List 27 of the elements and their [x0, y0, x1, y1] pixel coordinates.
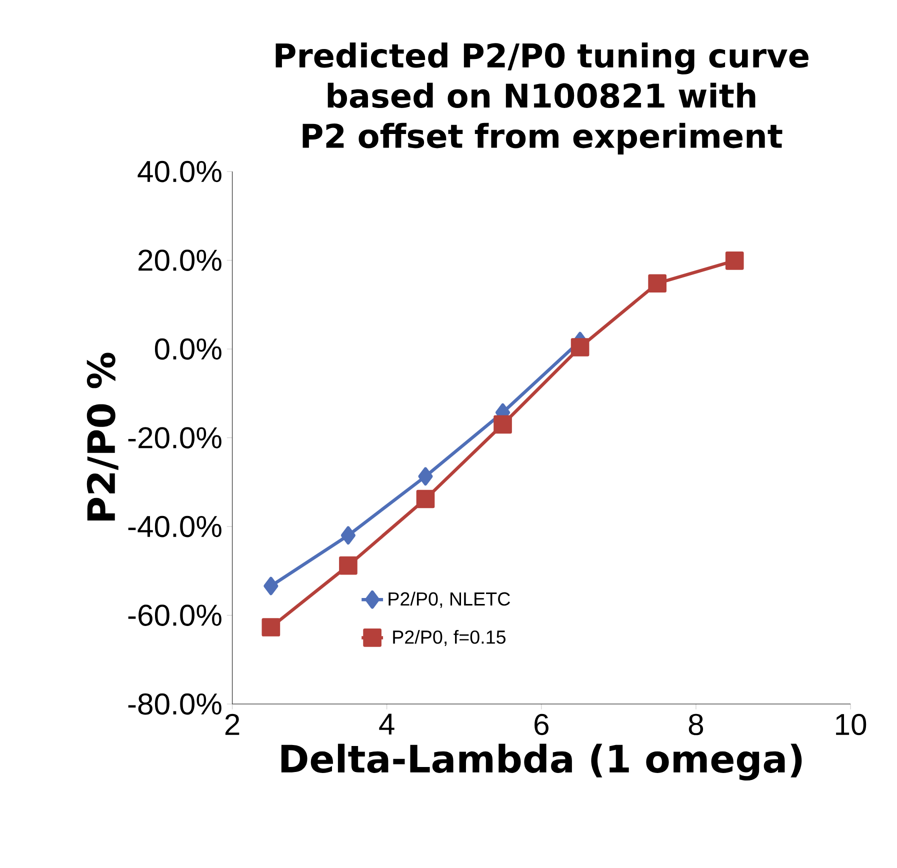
point	[262, 618, 280, 636]
point	[418, 467, 433, 486]
x-tick-label: 6	[534, 714, 548, 735]
point	[725, 251, 744, 270]
chart-title: Predicted P2/P0 tuning curve based on N100821 with P2 offset from experiment	[276, 42, 808, 154]
x-tick-label: 8	[688, 714, 704, 735]
y-tick-label: 40.0%	[138, 160, 222, 182]
point	[339, 556, 358, 575]
x-axis-title: Delta-Lambda (1 omega)	[281, 744, 802, 780]
legend-label: P2/P0, f=0.15	[393, 630, 506, 646]
y-tick-label: 20.0%	[138, 249, 222, 271]
point	[570, 338, 590, 356]
y-axis-title: P2/P0 %	[86, 352, 118, 520]
y-tick-label: -40.0%	[128, 516, 222, 537]
point	[416, 490, 435, 508]
y-tick-label: -20.0%	[128, 426, 222, 448]
point	[648, 274, 666, 292]
y-tick-label: -60.0%	[128, 604, 222, 626]
x-tick-label: 10	[836, 714, 866, 735]
legend-label: P2/P0, NLETC	[388, 592, 510, 608]
point	[340, 526, 356, 544]
x-tick-label: 4	[379, 714, 394, 734]
y-tick-label: -80.0%	[128, 693, 222, 714]
y-tick-label: 0.0%	[154, 338, 222, 360]
point	[264, 576, 278, 595]
point	[494, 415, 512, 434]
x-tick-label: 2	[225, 714, 240, 735]
